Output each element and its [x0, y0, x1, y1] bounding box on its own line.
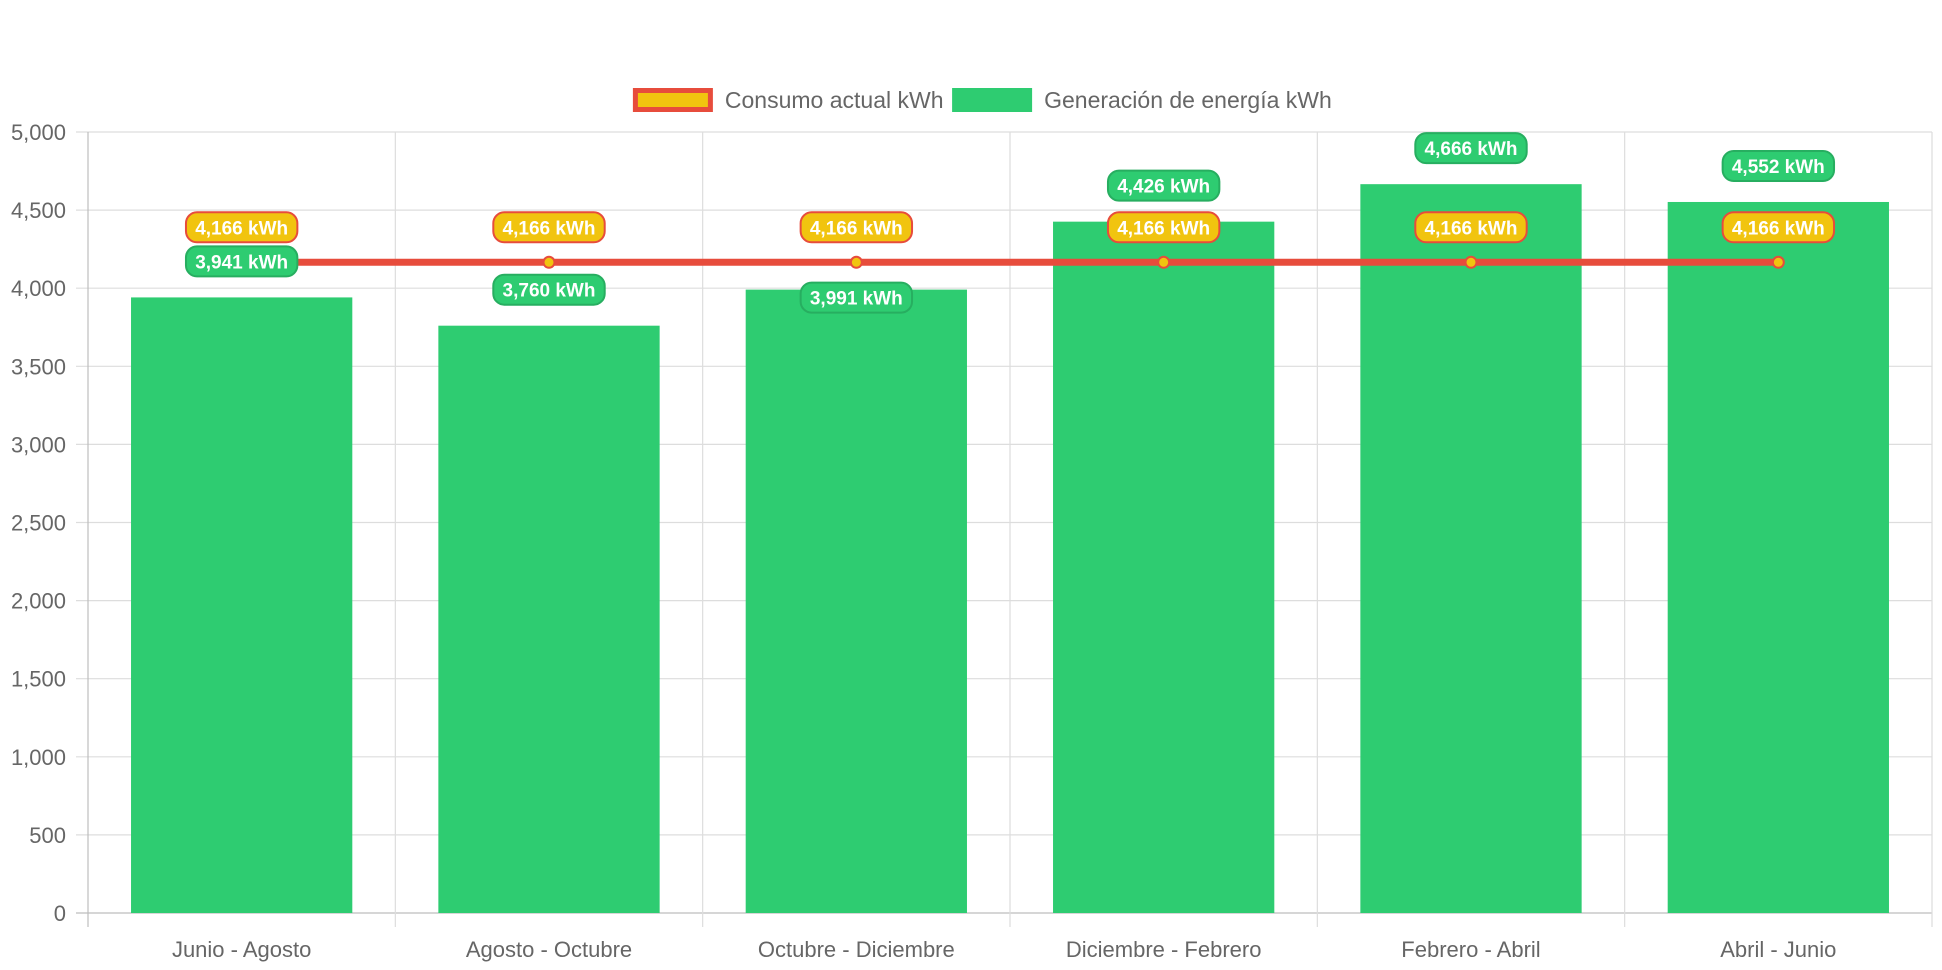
data-label-consumo-pill	[1414, 211, 1528, 244]
bar-series	[131, 184, 1889, 914]
data-label-consumo-text: 4,166 kWh	[195, 218, 288, 239]
point-consumo[interactable]	[542, 255, 556, 269]
point-consumo[interactable]	[849, 255, 863, 269]
data-label-consumo-pill	[1106, 211, 1221, 244]
data-label-consumo-text: 4,166 kWh	[810, 218, 903, 239]
y-tick-label: 3,500	[11, 354, 66, 379]
data-label-consumo: 4,166 kWh	[492, 211, 606, 244]
legend-item-generacion[interactable]: Generación de energía kWh	[952, 87, 1332, 113]
data-label-generacion-text: 3,941 kWh	[195, 252, 288, 273]
legend-label: Generación de energía kWh	[1044, 87, 1332, 113]
y-tick-label: 2,000	[11, 589, 66, 614]
data-label-generacion-pill	[492, 273, 606, 306]
y-tick-label: 1,000	[11, 745, 66, 770]
data-label-consumo-pill	[799, 211, 914, 244]
data-label-consumo: 4,166 kWh	[1106, 211, 1221, 244]
x-tick-label: Octubre - Diciembre	[758, 937, 955, 962]
point-consumo[interactable]	[1157, 255, 1171, 269]
data-label-generacion-pill	[184, 245, 299, 278]
bar-generacion[interactable]	[745, 289, 967, 913]
data-label-consumo: 4,166 kWh	[1414, 211, 1528, 244]
y-tick-label: 500	[29, 823, 66, 848]
data-label-consumo-pill	[492, 211, 606, 244]
x-axis: Junio - Agosto Agosto - Octubre Octubre - …	[172, 937, 1836, 962]
x-tick-label: Junio - Agosto	[172, 937, 311, 962]
data-label-consumo-text: 4,166 kWh	[503, 218, 596, 239]
legend-item-consumo[interactable]: Consumo actual kWh	[632, 87, 944, 113]
data-label-generacion-pill	[1414, 132, 1528, 165]
legend-label: Consumo actual kWh	[725, 87, 944, 113]
grid	[76, 131, 1933, 927]
data-label-generacion: 3,941 kWh	[184, 245, 299, 278]
data-label-consumo: 4,166 kWh	[184, 211, 299, 244]
data-label-generacion-pill	[799, 281, 914, 314]
data-label-consumo: 4,166 kWh	[799, 211, 914, 244]
legend[interactable]: Consumo actual kWh Generación de energía …	[632, 87, 1332, 113]
data-labels: 4,166 kWh 4,166 kWh 4,166 kWh 4,166 kWh 4,16…	[184, 132, 1836, 314]
data-label-generacion-text: 4,426 kWh	[1117, 177, 1210, 198]
data-label-consumo-text: 4,166 kWh	[1117, 218, 1210, 239]
data-label-generacion: 3,760 kWh	[492, 273, 606, 306]
y-axis: 0 500 1,000 1,500 2,000 2,500 3,000 3,500 4,000 4…	[11, 120, 66, 926]
y-tick-label: 0	[54, 901, 66, 926]
data-label-consumo-pill	[184, 211, 299, 244]
y-tick-label: 4,500	[11, 198, 66, 223]
y-tick-label: 5,000	[11, 120, 66, 145]
point-consumo[interactable]	[1464, 255, 1478, 269]
data-label-generacion-pill	[1721, 149, 1836, 182]
x-tick-label: Abril - Junio	[1720, 937, 1836, 962]
data-label-generacion: 3,991 kWh	[799, 281, 914, 314]
y-tick-label: 4,000	[11, 276, 66, 301]
legend-swatch	[952, 88, 1033, 112]
x-tick-label: Febrero - Abril	[1401, 937, 1540, 962]
y-tick-label: 1,500	[11, 667, 66, 692]
data-label-consumo: 4,166 kWh	[1721, 211, 1836, 244]
x-tick-label: Diciembre - Febrero	[1066, 937, 1262, 962]
point-consumo[interactable]	[1771, 255, 1785, 269]
data-label-generacion-pill	[1106, 169, 1221, 202]
bar-generacion[interactable]	[438, 325, 660, 913]
data-label-generacion-text: 3,991 kWh	[810, 289, 903, 310]
x-tick-label: Agosto - Octubre	[466, 937, 632, 962]
bar-generacion[interactable]	[131, 297, 353, 914]
data-label-consumo-text: 4,166 kWh	[1732, 218, 1825, 239]
data-label-generacion-text: 4,666 kWh	[1425, 139, 1518, 160]
bar-generacion[interactable]	[1360, 184, 1582, 914]
y-tick-label: 3,000	[11, 432, 66, 457]
bar-generacion[interactable]	[1667, 201, 1889, 913]
data-label-generacion-text: 4,552 kWh	[1732, 157, 1825, 178]
data-label-generacion-text: 3,760 kWh	[503, 281, 596, 302]
data-label-consumo-pill	[1721, 211, 1836, 244]
data-label-consumo-text: 4,166 kWh	[1425, 218, 1518, 239]
data-label-generacion: 4,426 kWh	[1106, 169, 1221, 202]
bar-generacion[interactable]	[1053, 221, 1275, 913]
data-label-generacion: 4,666 kWh	[1414, 132, 1528, 165]
legend-swatch	[632, 88, 713, 112]
data-label-generacion: 4,552 kWh	[1721, 149, 1836, 182]
y-tick-label: 2,500	[11, 511, 66, 536]
